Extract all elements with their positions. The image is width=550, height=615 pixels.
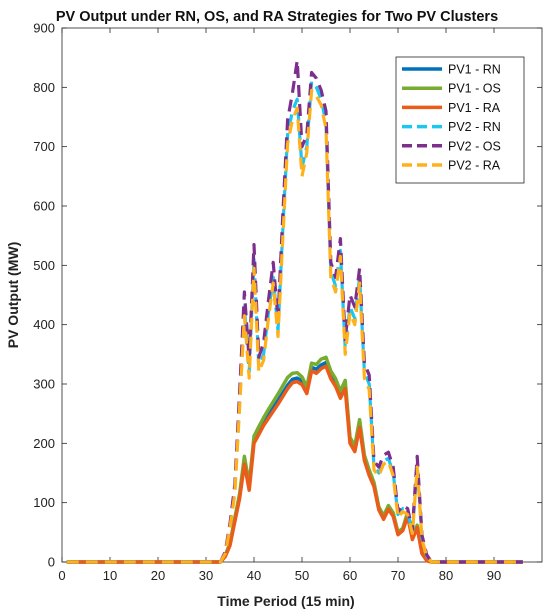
- x-tick-label: 70: [391, 568, 405, 583]
- series-line-pv1-ra: [66, 364, 523, 564]
- x-tick-label: 20: [151, 568, 165, 583]
- x-tick-label: 0: [58, 568, 65, 583]
- x-tick-label: 90: [487, 568, 501, 583]
- x-tick-label: 30: [199, 568, 213, 583]
- series-line-pv1-rn: [66, 360, 523, 564]
- legend-box: [395, 56, 525, 184]
- chart-title: PV Output under RN, OS, and RA Strategie…: [56, 9, 498, 25]
- y-tick-label: 500: [33, 258, 55, 273]
- legend-label: PV1 - OS: [448, 82, 501, 96]
- x-axis-label: Time Period (15 min): [217, 593, 354, 609]
- y-tick-label: 100: [33, 495, 55, 510]
- series-line-pv1-os: [66, 355, 523, 564]
- y-tick-label: 800: [33, 80, 55, 95]
- y-tick-label: 0: [48, 555, 55, 570]
- y-axis-label: PV Output (MW): [5, 242, 21, 349]
- y-tick-label: 600: [33, 199, 55, 214]
- x-tick-label: 40: [247, 568, 261, 583]
- legend: PV1 - RN PV1 - OS PV1 - RA PV2 - RN PV2 - OS…: [395, 56, 525, 184]
- legend-label: PV2 - RA: [448, 159, 501, 173]
- y-tick-label: 400: [33, 317, 55, 332]
- y-tick-label: 900: [33, 21, 55, 36]
- y-tick-label: 300: [33, 377, 55, 392]
- legend-label: PV2 - RN: [448, 120, 501, 134]
- legend-label: PV1 - RA: [448, 101, 501, 115]
- y-tick-label: 200: [33, 436, 55, 451]
- x-tick-label: 10: [103, 568, 117, 583]
- x-tick-label: 80: [439, 568, 453, 583]
- x-tick-label: 60: [343, 568, 357, 583]
- plot-area: 0 10 20 30 40 50 60 70 80 90010020030040050060070…: [33, 21, 543, 583]
- legend-label: PV2 - OS: [448, 139, 501, 153]
- y-tick-label: 700: [33, 139, 55, 154]
- x-tick-label: 50: [295, 568, 309, 583]
- series-line-pv2-ra: [66, 88, 523, 564]
- legend-label: PV1 - RN: [448, 63, 501, 77]
